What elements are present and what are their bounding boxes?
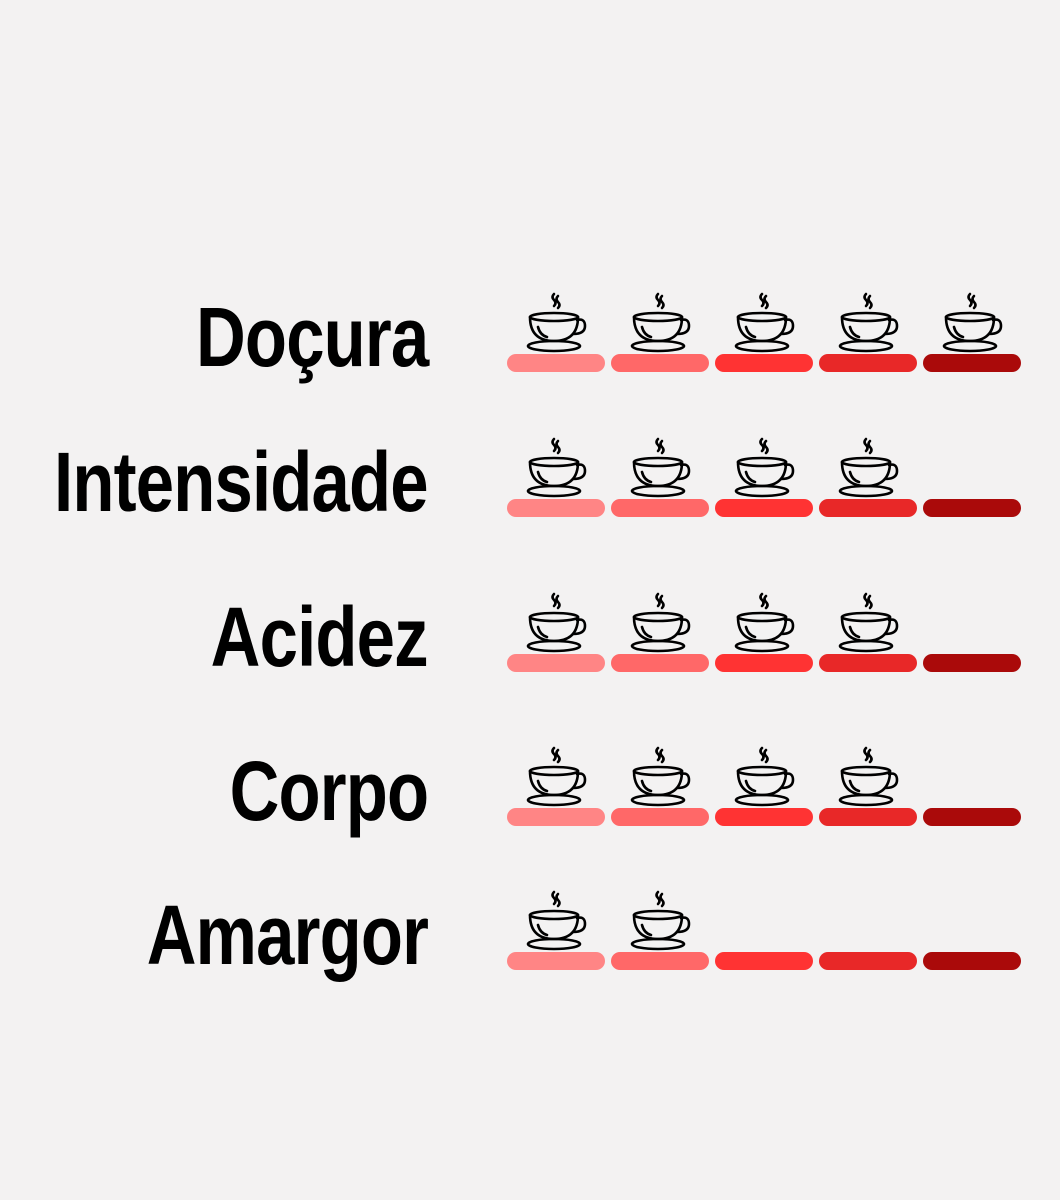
rating-scale-bar — [507, 654, 1021, 672]
coffee-cup-icon — [507, 890, 605, 952]
scale-segment — [923, 952, 1021, 970]
scale-segment — [611, 654, 709, 672]
coffee-cup-icon — [715, 592, 813, 654]
rating-row: Intensidade — [0, 437, 1060, 577]
coffee-cup-icon — [923, 437, 1021, 499]
coffee-cup-icon — [923, 890, 1021, 952]
coffee-cup-icon — [611, 292, 709, 354]
scale-segment — [611, 499, 709, 517]
scale-segment — [819, 808, 917, 826]
coffee-cup-icon — [507, 437, 605, 499]
coffee-cup-icon — [923, 746, 1021, 808]
coffee-cup-icon — [507, 592, 605, 654]
scale-segment — [819, 499, 917, 517]
attribute-label: Acidez — [210, 590, 429, 684]
rating-scale-bar — [507, 952, 1021, 970]
coffee-cup-icon — [611, 437, 709, 499]
coffee-cup-icon — [819, 592, 917, 654]
cup-icons — [507, 437, 1021, 499]
cup-icons — [507, 592, 1021, 654]
scale-segment — [715, 808, 813, 826]
scale-segment — [611, 808, 709, 826]
scale-segment — [715, 654, 813, 672]
rating-row: Acidez — [0, 592, 1060, 732]
scale-segment — [819, 654, 917, 672]
attribute-label: Amargor — [146, 888, 429, 982]
rating-row: Doçura — [0, 292, 1060, 432]
coffee-cup-icon — [715, 746, 813, 808]
cup-icons — [507, 746, 1021, 808]
scale-segment — [507, 952, 605, 970]
rating-scale-bar — [507, 499, 1021, 517]
coffee-cup-icon — [715, 292, 813, 354]
scale-segment — [923, 499, 1021, 517]
coffee-cup-icon — [923, 292, 1021, 354]
rating-row: Corpo — [0, 746, 1060, 886]
scale-segment — [507, 499, 605, 517]
rating-row: Amargor — [0, 890, 1060, 1030]
coffee-cup-icon — [507, 292, 605, 354]
coffee-cup-icon — [611, 746, 709, 808]
coffee-cup-icon — [819, 437, 917, 499]
scale-segment — [611, 952, 709, 970]
rating-scale-bar — [507, 354, 1021, 372]
coffee-cup-icon — [715, 890, 813, 952]
coffee-cup-icon — [819, 292, 917, 354]
rating-scale-bar — [507, 808, 1021, 826]
scale-segment — [923, 654, 1021, 672]
coffee-cup-icon — [715, 437, 813, 499]
coffee-cup-icon — [611, 890, 709, 952]
scale-segment — [923, 354, 1021, 372]
scale-segment — [507, 654, 605, 672]
scale-segment — [819, 952, 917, 970]
attribute-label: Intensidade — [54, 435, 429, 529]
scale-segment — [507, 808, 605, 826]
scale-segment — [715, 354, 813, 372]
scale-segment — [923, 808, 1021, 826]
coffee-cup-icon — [819, 890, 917, 952]
coffee-cup-icon — [819, 746, 917, 808]
attribute-label: Corpo — [229, 744, 429, 838]
coffee-cup-icon — [507, 746, 605, 808]
coffee-cup-icon — [611, 592, 709, 654]
scale-segment — [715, 952, 813, 970]
scale-segment — [507, 354, 605, 372]
attribute-label: Doçura — [195, 290, 429, 384]
cup-icons — [507, 890, 1021, 952]
scale-segment — [715, 499, 813, 517]
scale-segment — [611, 354, 709, 372]
scale-segment — [819, 354, 917, 372]
cup-icons — [507, 292, 1021, 354]
coffee-cup-icon — [923, 592, 1021, 654]
